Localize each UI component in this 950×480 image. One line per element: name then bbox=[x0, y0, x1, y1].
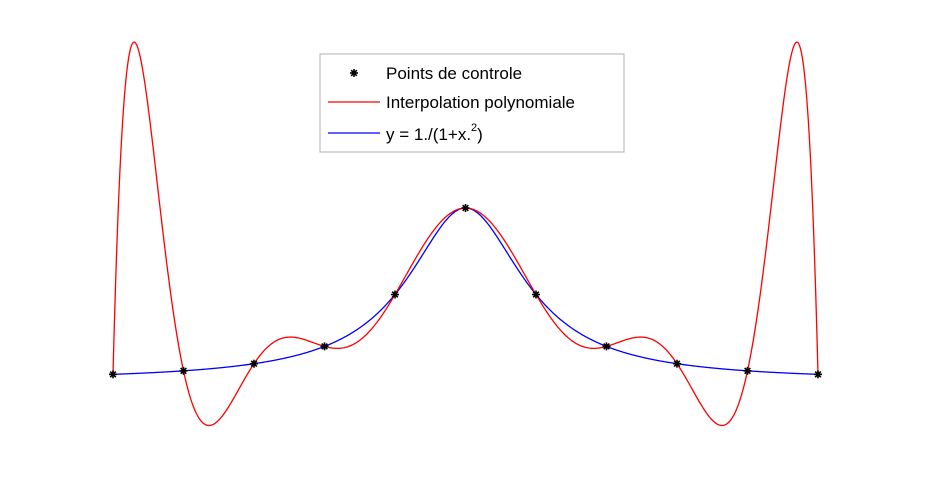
legend-entry-points: Points de controle bbox=[350, 64, 522, 83]
legend-star-icon bbox=[350, 69, 358, 77]
control-point-marker bbox=[320, 342, 329, 351]
legend-entry-interpolation: Interpolation polynomiale bbox=[328, 93, 575, 112]
plot-area bbox=[109, 41, 822, 427]
control-point-marker bbox=[109, 370, 117, 379]
legend-marker-icon bbox=[350, 69, 358, 77]
series-line-function bbox=[112, 207, 819, 375]
control-point-marker bbox=[391, 290, 399, 299]
control-point-marker bbox=[532, 290, 540, 299]
legend-entry-function: y = 1./(1+x.2) bbox=[328, 122, 483, 144]
legend-label-function: y = 1./(1+x.2) bbox=[386, 122, 483, 144]
control-points bbox=[109, 204, 822, 379]
control-point-marker bbox=[814, 370, 822, 379]
legend: Points de controle Interpolation polynom… bbox=[319, 53, 625, 153]
control-point-marker bbox=[250, 359, 258, 368]
control-point-marker bbox=[602, 342, 611, 351]
legend-label-interpolation: Interpolation polynomiale bbox=[386, 93, 575, 112]
legend-label-points: Points de controle bbox=[386, 64, 522, 83]
control-point-marker bbox=[179, 366, 188, 375]
legend-box bbox=[319, 53, 625, 153]
control-point-marker bbox=[743, 366, 752, 375]
control-point-marker bbox=[461, 204, 470, 212]
control-point-marker bbox=[673, 359, 681, 368]
